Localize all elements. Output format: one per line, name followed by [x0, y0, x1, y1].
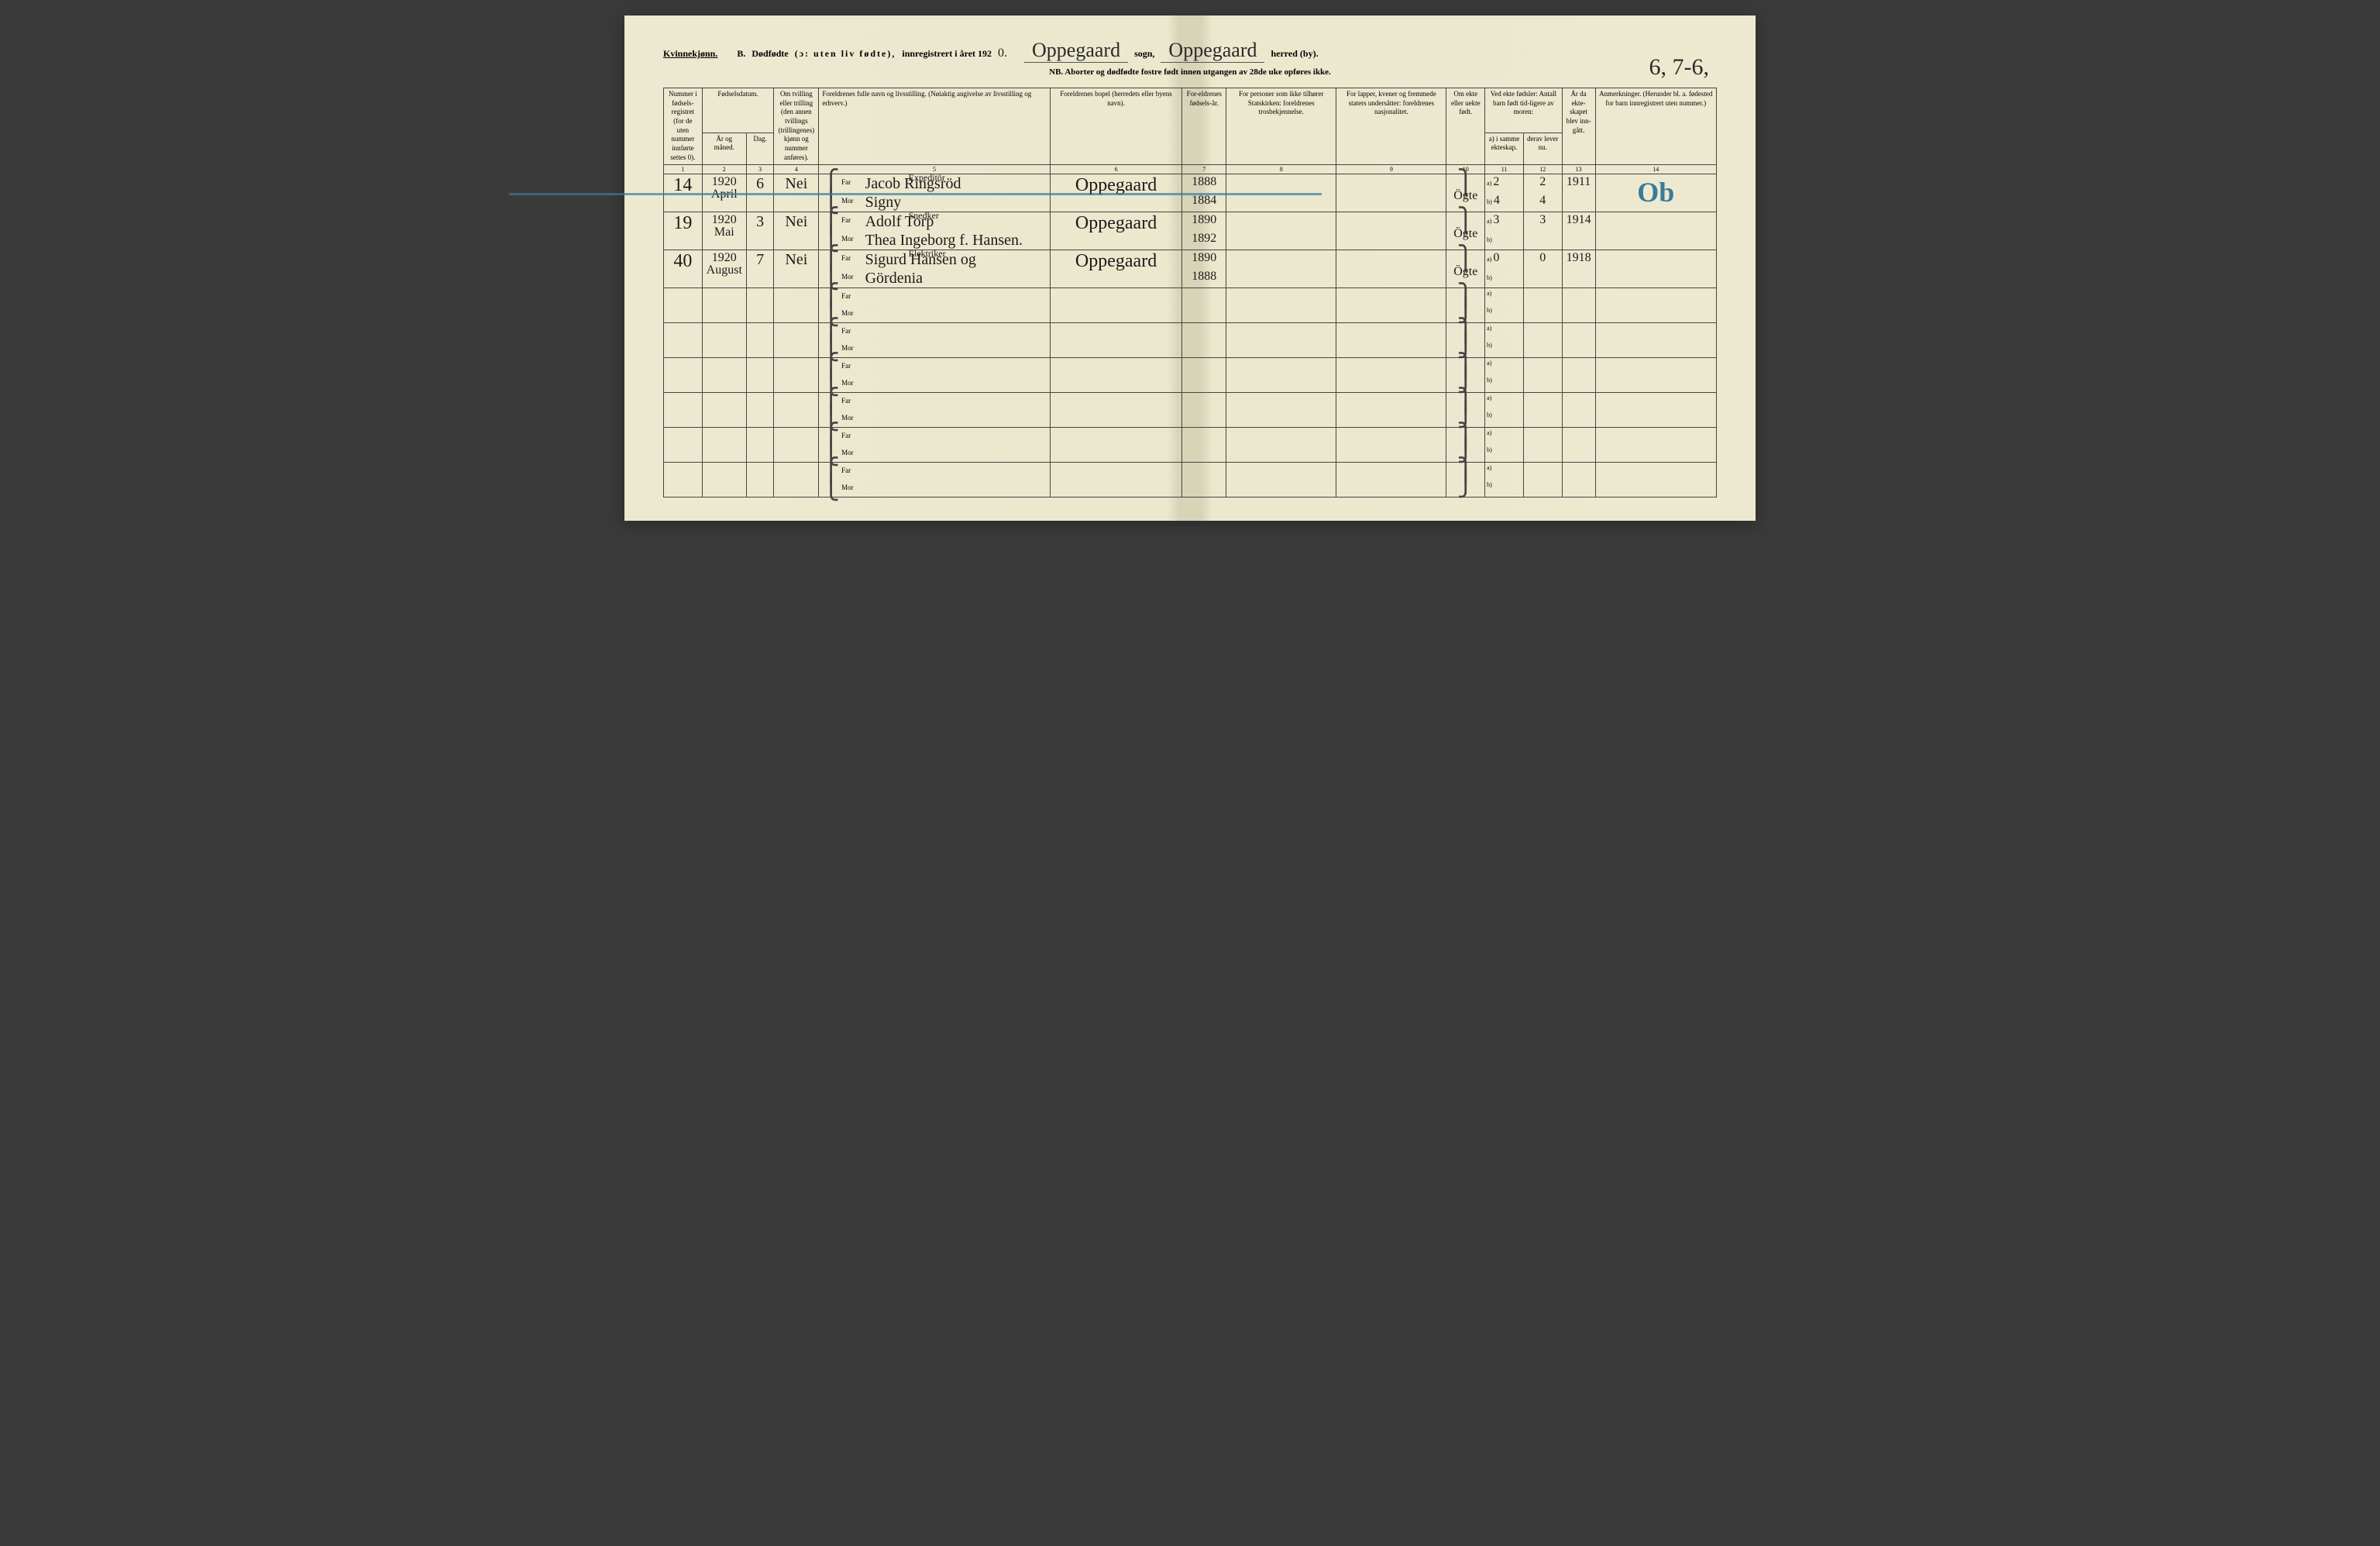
entry-number: 14: [664, 174, 703, 212]
col-header-number: Nummer i fødsels-registret (for de uten …: [664, 88, 703, 165]
entry-residence: Oppegaard: [1050, 250, 1182, 288]
entry-legitimate: ⎫Ögte: [1446, 250, 1485, 288]
mother-birthyear: 1892: [1182, 231, 1226, 250]
empty-row-mor: ⎩ Mor b): [664, 480, 1717, 498]
title-reg: innregistrert i året 192: [902, 48, 992, 60]
col-header-married: År da ekte-skapet blev inn-gått.: [1562, 88, 1595, 165]
col-header-parents: Foreldrenes fulle navn og livsstilling. …: [819, 88, 1050, 165]
herred-value: Oppegaard: [1161, 39, 1264, 63]
entry-married-year: 1914: [1562, 212, 1595, 250]
colnum-14: 14: [1595, 164, 1717, 174]
col-header-prev-b: derav lever nu.: [1523, 133, 1562, 164]
entry-day: 7: [746, 250, 774, 288]
col-header-legitimate: Om ekte eller uekte født.: [1446, 88, 1485, 165]
header-line: Kvinnekjønn. B. Dødfødte (ɔ: uten liv fø…: [663, 39, 1717, 63]
mother-name: Signy: [862, 193, 1051, 212]
mother-name: Gördenia: [862, 269, 1051, 288]
subtitle: NB. Aborter og dødfødte fostre født inne…: [663, 67, 1717, 77]
col-header-prev-a: a) i samme ekteskap.: [1485, 133, 1524, 164]
sogn-value: Oppegaard: [1024, 39, 1128, 63]
colnum-7: 7: [1182, 164, 1226, 174]
col-header-remarks: Anmerkninger. (Herunder bl. a. fødested …: [1595, 88, 1717, 165]
entry-prev-a: a) 3: [1485, 212, 1524, 231]
colnum-6: 6: [1050, 164, 1182, 174]
year-suffix: 0.: [998, 47, 1007, 60]
entry-prev-b: b) 4: [1485, 193, 1524, 212]
colnum-2: 2: [702, 164, 746, 174]
entry-number: 19: [664, 212, 703, 250]
gender-label: Kvinnekjønn.: [663, 48, 717, 60]
entry-prev-b: b): [1485, 269, 1524, 288]
colnum-11: 11: [1485, 164, 1524, 174]
col-header-religion: For personer som ikke tilhører Statskirk…: [1226, 88, 1336, 165]
col-header-year-month: År og måned.: [702, 133, 746, 164]
entry-live-a: 2: [1523, 174, 1562, 193]
col-header-birthyear: For-eldrenes fødsels-år.: [1182, 88, 1226, 165]
entry-remarks: [1595, 250, 1717, 288]
entry-remarks: Ob: [1595, 174, 1717, 212]
entry-live-b: [1523, 269, 1562, 288]
entry-nationality: [1336, 174, 1446, 212]
entry-remarks: [1595, 212, 1717, 250]
entry-live-a: 3: [1523, 212, 1562, 231]
colnum-13: 13: [1562, 164, 1595, 174]
entry-legitimate: ⎫Ögte: [1446, 212, 1485, 250]
colnum-1: 1: [664, 164, 703, 174]
entry-religion: [1226, 212, 1336, 250]
entry-live-a: 0: [1523, 250, 1562, 269]
title-paren: (ɔ: uten liv fødte),: [795, 48, 896, 60]
table-header: Nummer i fødsels-registret (for de uten …: [664, 88, 1717, 174]
entry-nationality: [1336, 250, 1446, 288]
entry-prev-a: a) 0: [1485, 250, 1524, 269]
entry-residence: Oppegaard: [1050, 212, 1182, 250]
father-birthyear: 1890: [1182, 250, 1226, 269]
father-name: ExpeditörJacob Ringsröd: [862, 174, 1051, 193]
mother-birthyear: 1884: [1182, 193, 1226, 212]
entry-prev-b: b): [1485, 231, 1524, 250]
entry-number: 40: [664, 250, 703, 288]
col-header-day: Dag.: [746, 133, 774, 164]
mother-name: Thea Ingeborg f. Hansen.: [862, 231, 1051, 250]
colnum-4: 4: [774, 164, 819, 174]
father-birthyear: 1888: [1182, 174, 1226, 193]
entry-prev-a: a) 2: [1485, 174, 1524, 193]
entry-live-b: [1523, 231, 1562, 250]
colnum-3: 3: [746, 164, 774, 174]
father-name: SnedkerAdolf Torp: [862, 212, 1051, 231]
entry-year-month: 1920Mai: [702, 212, 746, 250]
entry-religion: [1226, 250, 1336, 288]
col-header-birthdate: Fødselsdatum.: [702, 88, 774, 133]
father-name: ElektrikerSigurd Hansen og: [862, 250, 1051, 269]
entry-year-month: 1920August: [702, 250, 746, 288]
register-page: Kvinnekjønn. B. Dødfødte (ɔ: uten liv fø…: [624, 15, 1756, 521]
entry-legitimate: ⎫Ögte: [1446, 174, 1485, 212]
mother-birthyear: 1888: [1182, 269, 1226, 288]
entry-married-year: 1911: [1562, 174, 1595, 212]
col-header-residence: Foreldrenes bopel (herredets eller byens…: [1050, 88, 1182, 165]
section-label: B.: [737, 48, 745, 60]
title-main: Dødfødte: [751, 48, 788, 60]
colnum-8: 8: [1226, 164, 1336, 174]
entry-nationality: [1336, 212, 1446, 250]
colnum-12: 12: [1523, 164, 1562, 174]
corner-annotation: 6, 7-6,: [1649, 54, 1710, 81]
table-body: 141920April6Nei⎧ FarExpeditörJacob Rings…: [664, 174, 1717, 497]
entry-live-b: 4: [1523, 193, 1562, 212]
entry-day: 3: [746, 212, 774, 250]
entry-married-year: 1918: [1562, 250, 1595, 288]
sogn-label: sogn,: [1134, 48, 1154, 60]
col-header-nationality: For lapper, kvener og fremmede staters u…: [1336, 88, 1446, 165]
entry-twin: Nei: [774, 212, 819, 250]
col-header-prev-births: Ved ekte fødsler: Antall barn født tid-l…: [1485, 88, 1562, 133]
col-header-twin: Om tvilling eller trilling (den annen tv…: [774, 88, 819, 165]
entry-twin: Nei: [774, 250, 819, 288]
colnum-9: 9: [1336, 164, 1446, 174]
father-birthyear: 1890: [1182, 212, 1226, 231]
register-table: Nummer i fødsels-registret (for de uten …: [663, 88, 1717, 498]
herred-label: herred (by).: [1271, 48, 1318, 60]
